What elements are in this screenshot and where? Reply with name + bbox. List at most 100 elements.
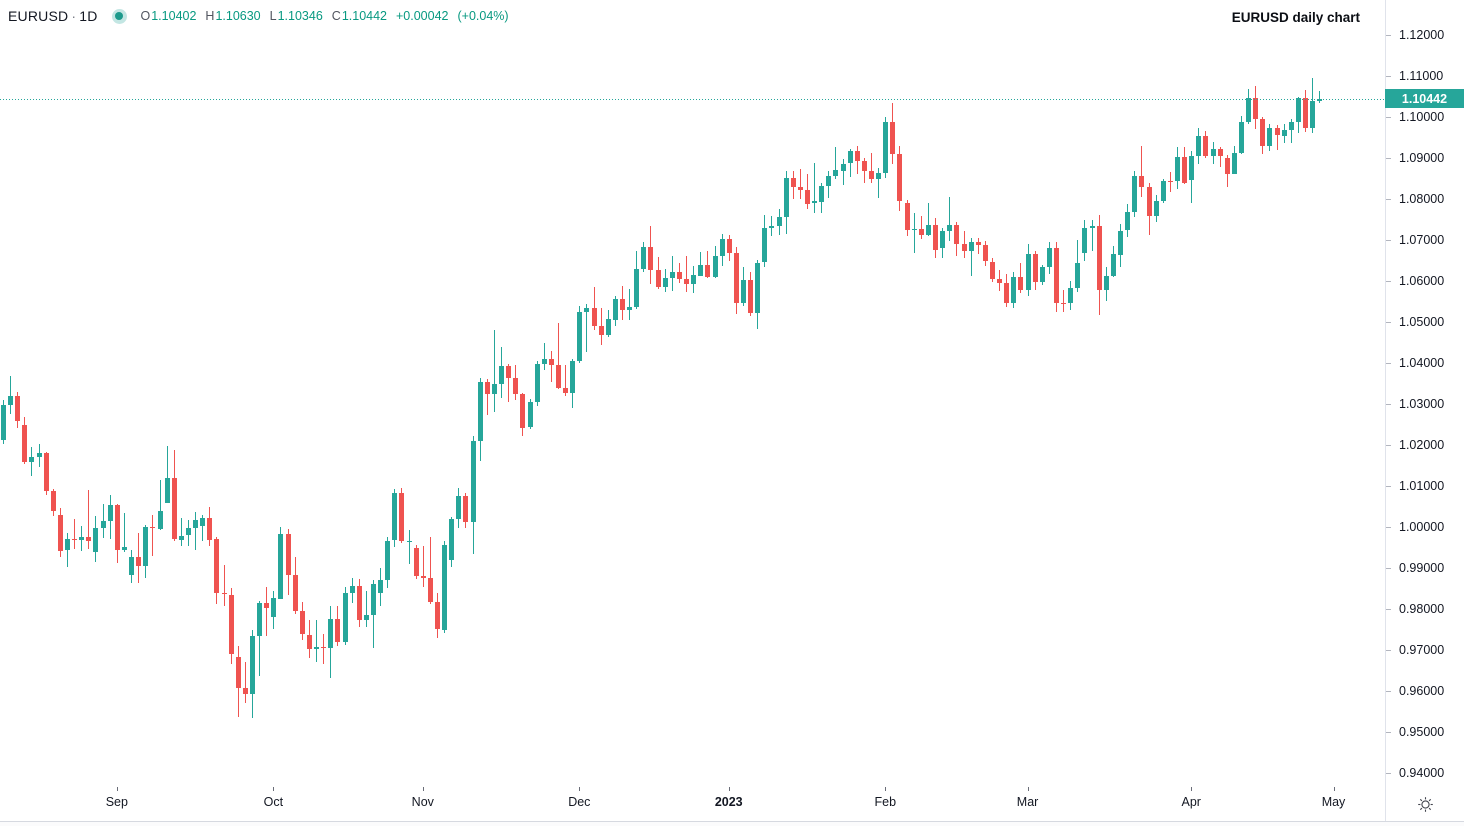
time-axis-label: Feb	[874, 795, 897, 809]
candle-body	[101, 521, 106, 528]
candle-body	[1246, 98, 1251, 122]
candle-body	[556, 365, 561, 388]
candlestick-chart[interactable]	[0, 0, 1386, 787]
candle-body	[1303, 98, 1308, 128]
market-status-dot-icon[interactable]	[111, 8, 127, 24]
candle-body	[1139, 176, 1144, 187]
time-tick	[1028, 787, 1029, 791]
candle-body	[58, 515, 63, 551]
candle-body	[1296, 98, 1301, 122]
candle-body	[143, 527, 148, 566]
candle-wick	[1141, 146, 1142, 197]
high-label: H	[205, 9, 215, 23]
candle-body	[663, 278, 668, 287]
candle-wick	[1291, 119, 1292, 143]
candle-body	[520, 394, 525, 428]
candle-body	[983, 245, 988, 261]
price-tick	[1386, 157, 1391, 159]
candle-body	[855, 151, 860, 161]
candle-wick	[878, 168, 879, 198]
price-axis-label: 1.03000	[1399, 397, 1445, 411]
price-axis-label: 1.07000	[1399, 233, 1445, 247]
candle-body	[940, 231, 945, 248]
time-tick	[1334, 787, 1335, 791]
change-percent: (+0.04%)	[457, 9, 509, 23]
candle-body	[93, 528, 98, 552]
candle-wick	[835, 147, 836, 179]
candle-body	[1090, 226, 1095, 228]
candle-body	[314, 647, 319, 649]
symbol-title[interactable]: EURUSD · 1D	[8, 8, 98, 24]
price-tick	[1386, 34, 1391, 36]
low-value: 1.10346	[277, 9, 323, 23]
candle-body	[421, 576, 426, 578]
candle-body	[1111, 254, 1116, 276]
price-axis[interactable]: 1.12000 1.11000 1.10000 1.09000 1.08000 1.070…	[1386, 0, 1464, 787]
candle-body	[442, 545, 447, 630]
candle-body	[300, 611, 305, 634]
candle-body	[1168, 181, 1173, 182]
candle-wick	[551, 351, 552, 382]
candle-body	[826, 176, 831, 186]
candle-body	[634, 269, 639, 307]
candle-wick	[487, 379, 488, 415]
candle-body	[1225, 158, 1230, 174]
candle-body	[990, 262, 995, 279]
candle-wick	[707, 251, 708, 278]
candle-body	[51, 491, 56, 511]
candle-body	[798, 187, 803, 190]
candle-body	[1026, 254, 1031, 290]
candle-body	[542, 359, 547, 364]
candle-body	[364, 615, 369, 620]
price-tick	[1386, 649, 1391, 651]
axis-settings-button[interactable]	[1386, 787, 1464, 822]
candle-body	[108, 505, 113, 521]
price-axis-label: 1.10000	[1399, 110, 1445, 124]
price-tick	[1386, 772, 1391, 774]
candle-wick	[978, 238, 979, 254]
candle-body	[1147, 187, 1152, 216]
price-axis-label: 1.06000	[1399, 274, 1445, 288]
bottom-panel-divider	[0, 821, 1464, 822]
candle-wick	[181, 518, 182, 546]
candle-body	[641, 247, 646, 269]
candle-body	[193, 520, 198, 528]
candle-wick	[921, 216, 922, 239]
time-axis-label: Mar	[1016, 795, 1039, 809]
price-tick	[1386, 239, 1391, 241]
time-axis[interactable]: Sep Oct Nov Dec 2023 Feb Mar Apr May	[0, 787, 1386, 822]
candle-body	[1132, 176, 1137, 212]
candle-wick	[800, 169, 801, 199]
candle-body	[684, 279, 689, 284]
candle-body	[833, 170, 838, 176]
price-axis-label: 1.08000	[1399, 192, 1445, 206]
candle-body	[456, 496, 461, 519]
candle-body	[1047, 248, 1052, 267]
price-axis-label: 1.02000	[1399, 438, 1445, 452]
candle-body	[1104, 276, 1109, 290]
candle-body	[1310, 101, 1315, 128]
candle-body	[905, 203, 910, 230]
candle-body	[471, 441, 476, 522]
candle-body	[926, 225, 931, 235]
candle-body	[620, 299, 625, 310]
candle-wick	[167, 446, 168, 503]
candle-body	[691, 275, 696, 284]
candle-body	[1097, 226, 1102, 290]
settings-gear-icon	[1417, 797, 1433, 812]
candle-body	[1154, 201, 1159, 216]
candle-body	[577, 312, 582, 361]
candle-body	[535, 364, 540, 402]
candle-body	[150, 527, 155, 528]
candle-body	[321, 647, 326, 648]
candle-wick	[914, 213, 915, 253]
candle-body	[1182, 157, 1187, 183]
candle-body	[1, 405, 6, 440]
candle-body	[1232, 153, 1237, 174]
price-axis-label: 1.11000	[1399, 69, 1444, 83]
candle-body	[1260, 119, 1265, 146]
candle-wick	[544, 343, 545, 370]
price-tick	[1386, 608, 1391, 610]
candle-body	[969, 242, 974, 251]
candle-body	[549, 359, 554, 365]
